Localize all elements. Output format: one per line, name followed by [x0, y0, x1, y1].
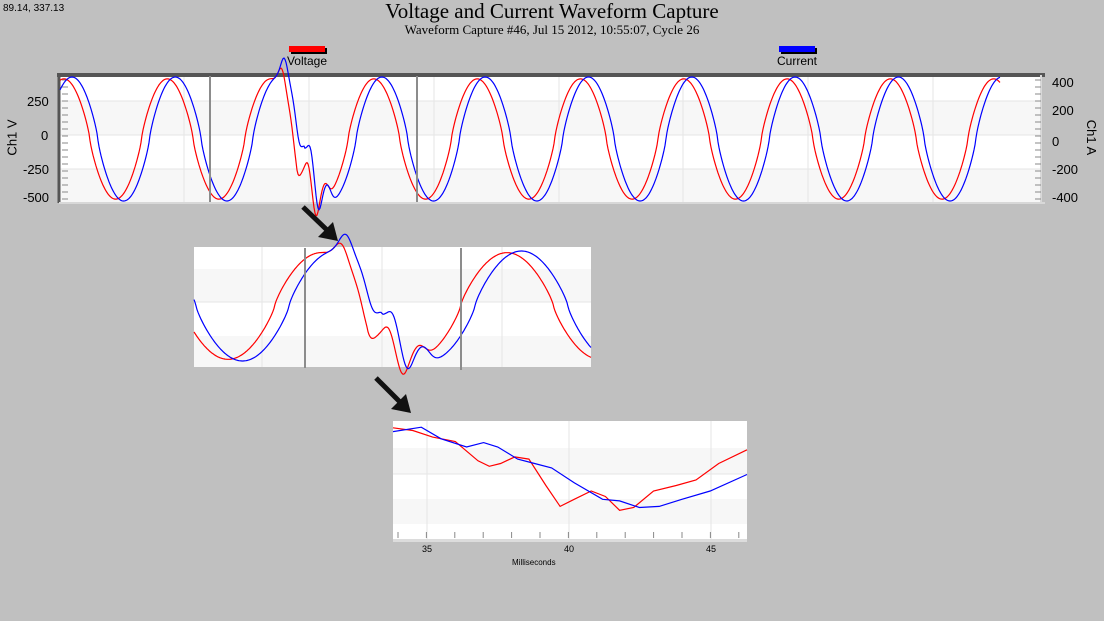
legend-current-label: Current — [776, 54, 817, 68]
x-tick: 35 — [422, 544, 433, 554]
right-tick: -400 — [1052, 190, 1079, 205]
left-tick: 250 — [27, 94, 49, 109]
zoom-chart-1[interactable] — [193, 233, 592, 375]
legend-voltage-label: Voltage — [286, 54, 328, 68]
main-chart[interactable] — [57, 57, 1045, 217]
right-tick: 0 — [1052, 134, 1060, 149]
left-tick: 0 — [41, 128, 49, 143]
x-tick: 40 — [564, 544, 575, 554]
x-axis-label: Milliseconds — [512, 558, 556, 567]
voltage-swatch-icon — [289, 46, 325, 52]
left-tick: -250 — [23, 162, 50, 177]
right-tick: 200 — [1052, 103, 1074, 118]
legend-current[interactable]: Current — [757, 46, 837, 68]
legend-voltage[interactable]: Voltage — [267, 46, 347, 68]
left-tick: -500 — [23, 190, 50, 205]
zoom-chart-2[interactable] — [392, 421, 748, 542]
current-swatch-icon — [779, 46, 815, 52]
right-tick: -200 — [1052, 162, 1079, 177]
cursor-coordinates: 89.14, 337.13 — [3, 3, 65, 14]
right-tick: 400 — [1052, 75, 1074, 90]
chart-title: Voltage and Current Waveform Capture — [385, 0, 719, 23]
arrow-down-right-icon — [301, 205, 338, 241]
chart-subtitle: Waveform Capture #46, Jul 15 2012, 10:55… — [404, 22, 700, 37]
arrow-down-right-icon — [374, 376, 411, 413]
x-tick: 45 — [706, 544, 717, 554]
